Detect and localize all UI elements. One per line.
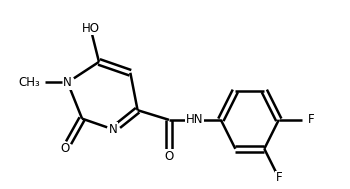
Text: HN: HN <box>186 113 203 126</box>
Text: HO: HO <box>82 22 99 35</box>
Text: O: O <box>61 142 70 155</box>
Text: F: F <box>308 113 314 126</box>
Text: O: O <box>164 149 174 163</box>
Text: N: N <box>109 123 118 136</box>
Text: CH₃: CH₃ <box>18 76 40 89</box>
Text: F: F <box>275 171 282 184</box>
Text: N: N <box>63 76 72 89</box>
